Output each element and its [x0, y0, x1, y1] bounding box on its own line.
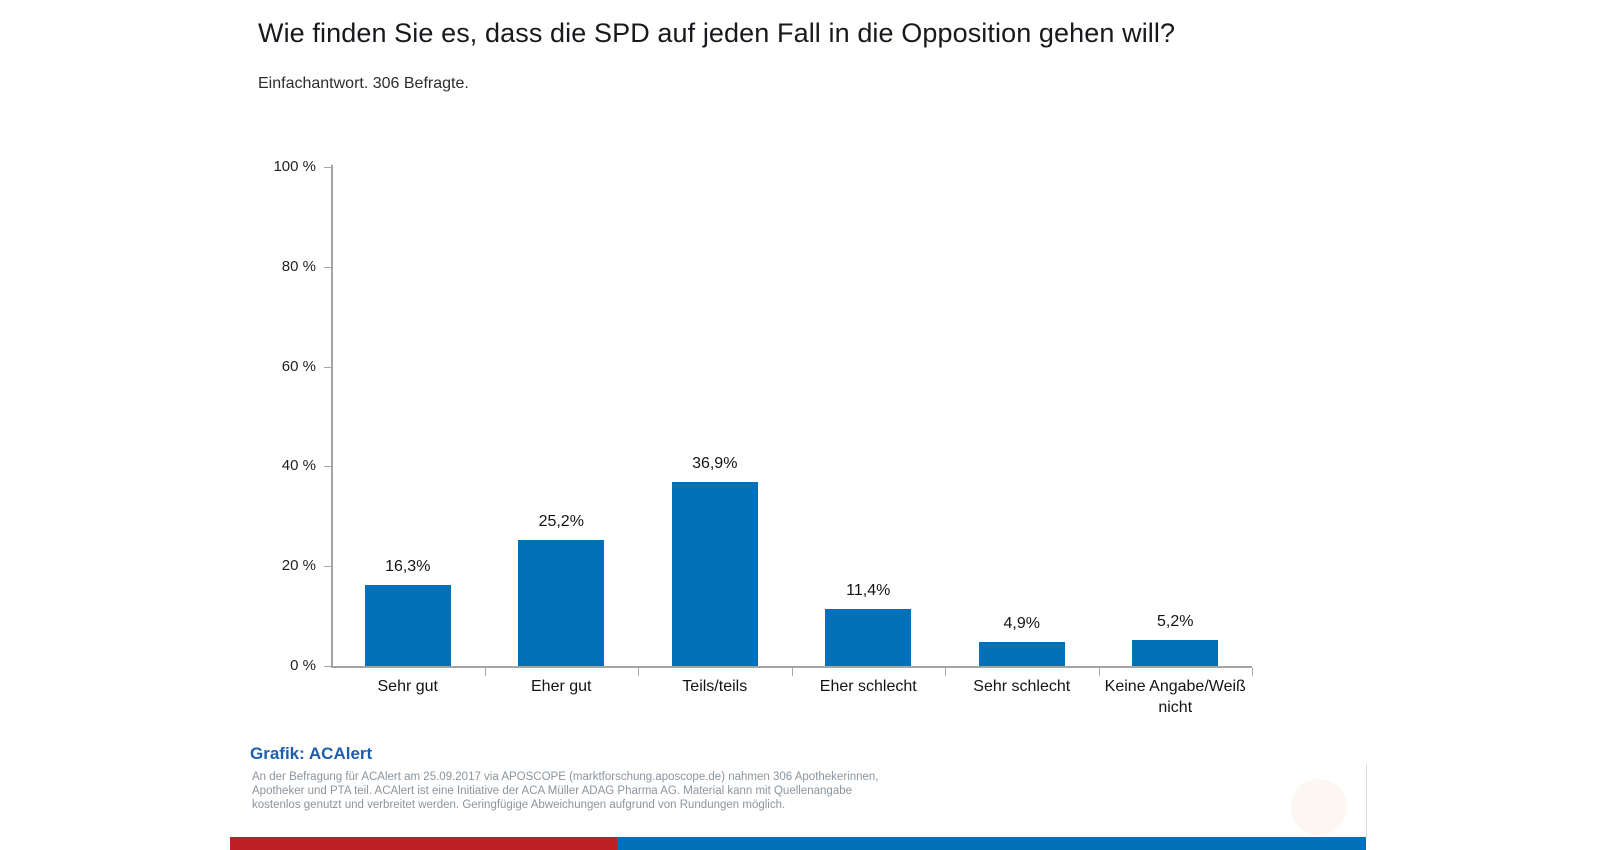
x-category-label: Eher gut	[531, 678, 592, 695]
x-axis-line	[331, 666, 1252, 668]
x-category-label: Eher schlecht	[819, 678, 917, 695]
credit-link[interactable]: Grafik: ACAlert	[250, 744, 373, 763]
bar-value-label: 5,2%	[1157, 613, 1194, 631]
y-axis-tick-label: 40 %	[281, 457, 316, 475]
y-axis-tick-label: 0 %	[290, 657, 316, 674]
x-tick-mark	[792, 668, 793, 676]
y-tick-mark	[324, 466, 331, 468]
x-category-label: Teils/teils	[682, 678, 748, 695]
page-subtitle: Einfachantwort. 306 Befragte.	[258, 75, 469, 92]
x-category-label: Sehr schlecht	[973, 678, 1071, 695]
brand-strip-red	[230, 837, 617, 850]
watermark-circle	[1291, 779, 1347, 835]
bar-value-label: 4,9%	[1003, 614, 1040, 632]
y-tick-mark	[324, 167, 331, 168]
x-tick-mark	[638, 668, 639, 676]
bar-value-label: 36,9%	[692, 454, 738, 472]
bar	[1132, 640, 1219, 666]
bar	[825, 609, 912, 666]
page-edge-line	[1366, 764, 1367, 837]
x-tick-mark	[1099, 668, 1100, 676]
y-tick-mark	[324, 666, 331, 667]
footer-note-line: An der Befragung für ACAlert am 25.09.20…	[252, 771, 879, 783]
brand-strip-blue	[617, 837, 1366, 850]
y-tick-mark	[324, 266, 331, 268]
bar	[518, 540, 605, 666]
page-title: Wie finden Sie es, dass die SPD auf jede…	[258, 18, 1176, 48]
bar-value-label: 11,4%	[846, 582, 891, 600]
y-tick-mark	[324, 366, 331, 368]
y-axis-line	[331, 165, 333, 666]
y-tick-mark	[324, 566, 331, 568]
x-category-label: Sehr gut	[377, 678, 438, 695]
footer-note-line: Apotheker und PTA teil. ACAlert ist eine…	[252, 785, 853, 797]
x-category-label: Keine Angabe/Weiß nicht	[1104, 678, 1246, 716]
x-tick-mark	[485, 668, 486, 676]
y-axis-tick-label: 60 %	[281, 357, 316, 375]
x-tick-mark	[1252, 668, 1253, 676]
y-axis-tick-label: 20 %	[281, 557, 316, 575]
bar	[671, 481, 758, 666]
footer-note-line: kostenlos genutzt und verbreitet werden.…	[252, 799, 786, 811]
y-axis-tick-label: 80 %	[281, 257, 316, 275]
bar	[364, 584, 451, 666]
bar-value-label: 25,2%	[538, 513, 584, 531]
bar-value-label: 16,3%	[385, 557, 431, 575]
x-tick-mark	[945, 668, 946, 676]
y-axis-tick-label: 100 %	[273, 158, 316, 175]
bar	[978, 641, 1065, 666]
